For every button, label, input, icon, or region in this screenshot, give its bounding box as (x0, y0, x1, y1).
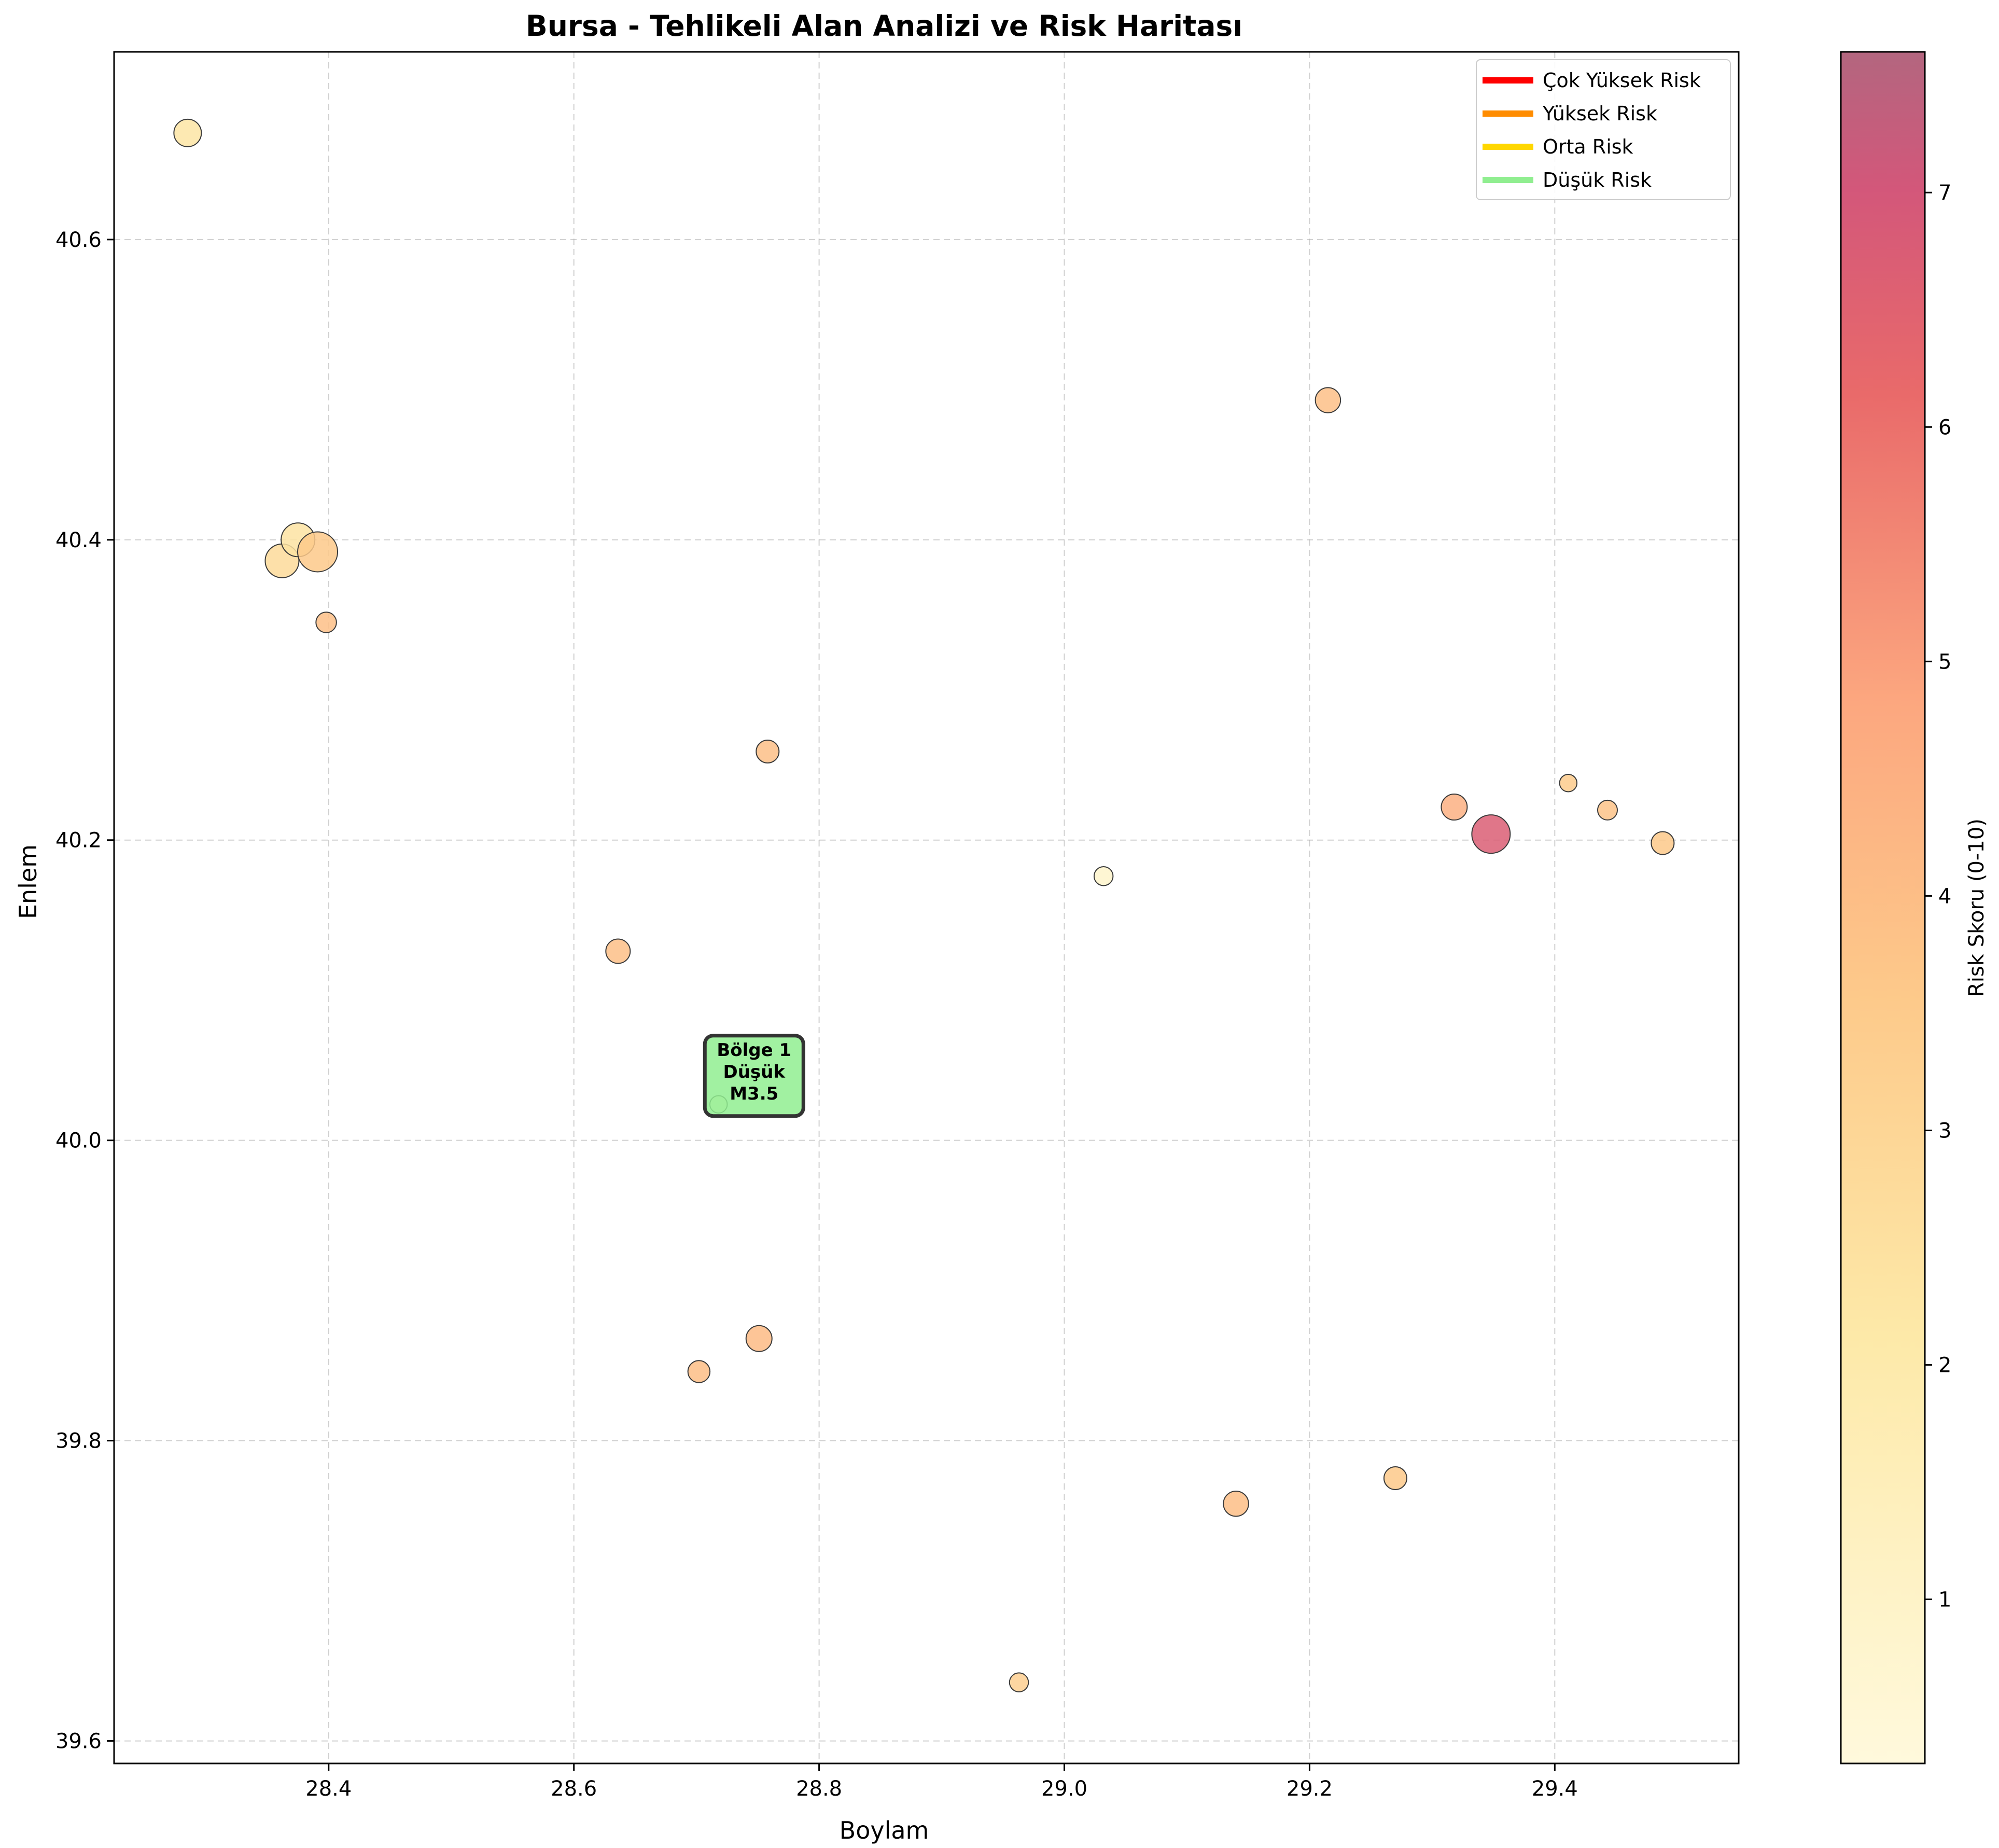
x-tick-label: 29.0 (1041, 1777, 1087, 1801)
colorbar-ticks: 1 2 3 4 5 6 7 (1925, 181, 1951, 1612)
y-axis-label: Enlem (14, 844, 42, 919)
colorbar-tick-label: 2 (1938, 1354, 1951, 1378)
y-tick-label: 39.8 (55, 1429, 102, 1453)
colorbar-label: Risk Skoru (0-10) (1965, 818, 1989, 997)
scatter-point (297, 531, 339, 573)
legend-label: Düşük Risk (1543, 169, 1652, 191)
legend-label: Orta Risk (1543, 135, 1633, 158)
colorbar-tick-label: 1 (1938, 1588, 1951, 1612)
y-tick-label: 40.4 (55, 529, 102, 552)
colorbar-tick-label: 5 (1938, 650, 1951, 674)
colorbar-tick-label: 3 (1938, 1119, 1951, 1143)
scatter-point (1009, 1672, 1029, 1692)
scatter-point (1315, 387, 1341, 413)
legend-label: Çok Yüksek Risk (1543, 69, 1701, 92)
colorbar-tick-label: 4 (1938, 884, 1951, 908)
grid-lines (114, 52, 1739, 1763)
y-tick-label: 40.0 (55, 1129, 102, 1153)
x-tick-label: 29.2 (1287, 1777, 1333, 1801)
chart-title: Bursa - Tehlikeli Alan Analizi ve Risk H… (526, 9, 1242, 43)
scatter-point (1383, 1466, 1407, 1490)
scatter-point (1441, 794, 1468, 821)
scatter-points (173, 118, 1675, 1692)
y-tick-label: 39.6 (55, 1730, 102, 1754)
x-tick-label: 28.4 (305, 1777, 352, 1801)
x-tick-label: 28.6 (551, 1777, 597, 1801)
scatter-point (1223, 1490, 1249, 1517)
x-axis-ticks: 28.4 28.6 28.8 29.0 29.2 29.4 (305, 1763, 1578, 1801)
scatter-point (1559, 773, 1578, 793)
x-tick-label: 29.4 (1532, 1777, 1578, 1801)
y-axis-ticks: 39.6 39.8 40.0 40.2 40.4 40.6 (55, 228, 114, 1754)
scatter-point (756, 739, 780, 763)
scatter-point (745, 1325, 773, 1352)
scatter-point (1471, 814, 1511, 854)
y-tick-label: 40.2 (55, 829, 102, 853)
legend-label: Yüksek Risk (1542, 102, 1657, 125)
scatter-point (605, 938, 631, 964)
x-tick-label: 28.8 (796, 1777, 842, 1801)
scatter-point (1093, 866, 1114, 886)
plot-area-frame (113, 51, 1740, 1764)
colorbar (1840, 51, 1926, 1764)
scatter-point (173, 118, 202, 147)
x-axis-label: Boylam (840, 1816, 929, 1844)
legend-box (1476, 59, 1731, 200)
annotation-text: M3.5 (730, 1083, 778, 1104)
y-tick-label: 40.6 (55, 228, 102, 252)
colorbar-tick-label: 6 (1938, 415, 1951, 439)
scatter-point (315, 612, 337, 633)
annotation-box (703, 1034, 805, 1118)
scatter-point (687, 1360, 711, 1383)
annotation-text: Bölge 1 (717, 1040, 791, 1061)
colorbar-tick-label: 7 (1938, 181, 1951, 205)
scatter-point (1651, 831, 1675, 855)
legend: Çok Yüksek Risk Yüksek Risk Orta Risk Düşük… (1476, 59, 1731, 200)
scatter-point (1597, 799, 1618, 821)
annotation-text: Düşük (723, 1062, 786, 1082)
